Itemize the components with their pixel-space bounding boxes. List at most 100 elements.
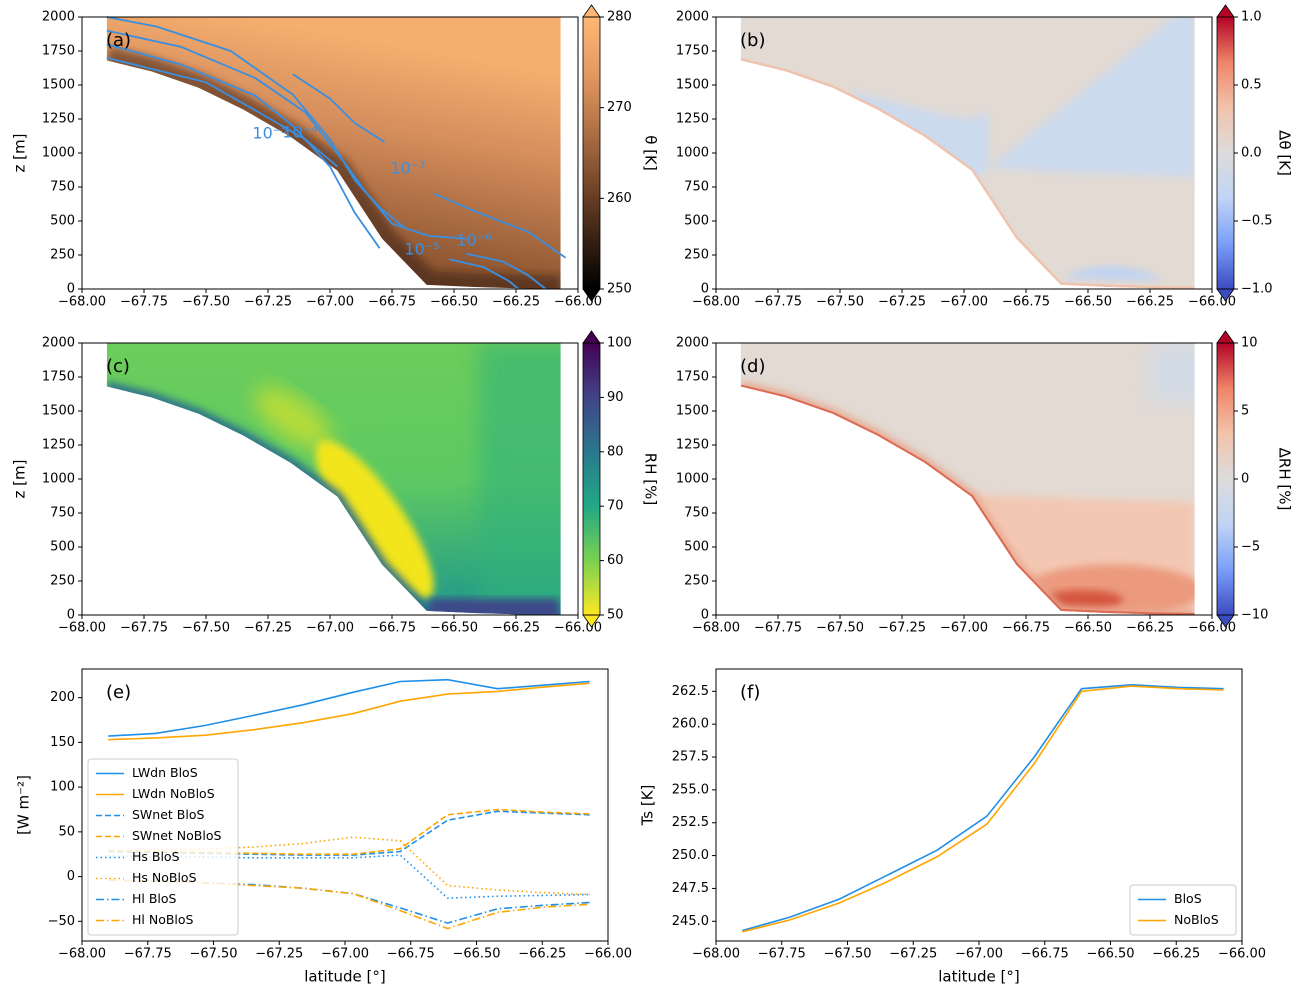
y-tick-label: 1250 (42, 438, 75, 453)
y-tick-label: 1500 (42, 78, 75, 93)
series-line (108, 810, 590, 856)
colorbar-frame (582, 342, 601, 616)
y-tick-label: 2000 (42, 336, 75, 351)
colorbar (583, 343, 600, 615)
y-tick-label: 1500 (676, 404, 709, 419)
y-tick-label: 1000 (42, 146, 75, 161)
x-tick-label: −66.50 (452, 947, 500, 962)
legend-label: SWnet BloS (132, 807, 204, 822)
y-axis-label: Ts [K] (639, 785, 657, 827)
colorbar-tick-label: 250 (607, 282, 632, 297)
x-tick-label: −67.50 (816, 621, 864, 636)
legend-box (1129, 884, 1237, 936)
x-tick-label: −67.50 (816, 295, 864, 310)
legend-label: Hs BloS (132, 849, 180, 864)
x-tick-label: −67.75 (758, 947, 806, 962)
legend-label: Hl NoBloS (132, 912, 194, 927)
x-tick-label: −67.25 (878, 621, 926, 636)
y-tick-label: 500 (684, 214, 709, 229)
y-tick-label: 1250 (676, 438, 709, 453)
y-tick-label: 200 (50, 690, 75, 705)
y-tick-label: 1750 (676, 370, 709, 385)
contour-label: 10⁻⁷ (390, 159, 425, 178)
legend-label: NoBloS (1174, 912, 1219, 927)
y-tick-label: 247.5 (672, 881, 709, 896)
legend-label: SWnet NoBloS (132, 828, 221, 843)
colorbar-tick-label: 70 (607, 499, 624, 514)
y-tick-label: 1000 (676, 472, 709, 487)
colorbar-label: RH [%] (642, 453, 660, 505)
legend-label: Hs NoBloS (132, 870, 197, 885)
x-tick-label: −66.25 (492, 621, 540, 636)
colorbar-tick-label: 1.0 (1241, 10, 1262, 25)
x-tick-label: −67.75 (120, 295, 168, 310)
series-line (108, 808, 590, 855)
y-tick-label: 500 (50, 540, 75, 555)
colorbar-frame (582, 16, 601, 290)
y-tick-label: 250 (50, 248, 75, 263)
series-line (108, 836, 590, 896)
colorbar-tick-label: 0.0 (1241, 146, 1262, 161)
series-line (108, 678, 590, 737)
x-tick-label: −67.50 (189, 947, 237, 962)
field-shade (106, 46, 561, 289)
contour-label: 10⁻⁴ (282, 123, 317, 142)
x-tick-label: −68.00 (692, 947, 740, 962)
x-tick-label: −66.25 (1126, 621, 1174, 636)
y-tick-label: 0 (701, 608, 709, 623)
x-tick-label: −67.75 (754, 621, 802, 636)
y-tick-label: 250.0 (672, 848, 709, 863)
field-shade (315, 440, 434, 600)
x-tick-label: −66.00 (1218, 947, 1266, 962)
contour-label: 10⁻⁵ (252, 124, 287, 143)
panel-label: (e) (106, 682, 131, 703)
y-tick-label: 0 (67, 869, 75, 884)
colorbar-tick-label: 100 (607, 336, 632, 351)
field-shade (1063, 266, 1163, 281)
y-tick-label: 50 (58, 824, 75, 839)
x-tick-label: −66.25 (518, 947, 566, 962)
colorbar-tick-label: 280 (607, 10, 632, 25)
series-line (108, 682, 590, 741)
x-axis-label: latitude [°] (938, 968, 1020, 986)
colorbar-tick-label: −10 (1241, 608, 1268, 623)
y-tick-label: 0 (701, 282, 709, 297)
x-tick-label: −67.00 (940, 295, 988, 310)
x-tick-label: −67.25 (878, 295, 926, 310)
y-tick-label: 0 (67, 608, 75, 623)
x-tick-label: −66.75 (387, 947, 435, 962)
field-shade (254, 387, 332, 449)
y-tick-label: 252.5 (672, 815, 709, 830)
y-tick-label: 255.0 (672, 782, 709, 797)
panel-label: (d) (740, 356, 765, 377)
colorbar-tick-label: 50 (607, 608, 624, 623)
x-tick-label: −67.25 (889, 947, 937, 962)
x-tick-label: −66.50 (1064, 621, 1112, 636)
colorbar-tick-label: 5 (1241, 404, 1249, 419)
x-tick-label: −67.50 (182, 621, 230, 636)
colorbar-tick-label: −1.0 (1241, 282, 1273, 297)
panel-label: (f) (740, 682, 760, 703)
field (106, 343, 561, 615)
colorbar (1217, 343, 1234, 615)
y-tick-label: 150 (50, 735, 75, 750)
y-tick-label: 1000 (676, 146, 709, 161)
series-line (742, 685, 1224, 933)
y-tick-label: 1250 (42, 112, 75, 127)
y-tick-label: 260.0 (672, 717, 709, 732)
y-tick-label: 250 (50, 574, 75, 589)
y-tick-label: 1750 (42, 370, 75, 385)
y-axis-label: [W m⁻²] (15, 775, 33, 835)
y-tick-label: 245.0 (672, 914, 709, 929)
y-tick-label: 2000 (676, 336, 709, 351)
legend-label: Hl BloS (132, 891, 177, 906)
colorbar-tick-label: 80 (607, 444, 624, 459)
colorbar-label: ΔRH [%] (1276, 448, 1294, 511)
field (740, 17, 1195, 289)
contour-line (292, 73, 386, 143)
x-tick-label: −68.00 (58, 621, 106, 636)
colorbar-tick-label: 260 (607, 191, 632, 206)
x-tick-label: −67.00 (321, 947, 369, 962)
y-tick-label: 1500 (676, 78, 709, 93)
y-tick-label: 1250 (676, 112, 709, 127)
